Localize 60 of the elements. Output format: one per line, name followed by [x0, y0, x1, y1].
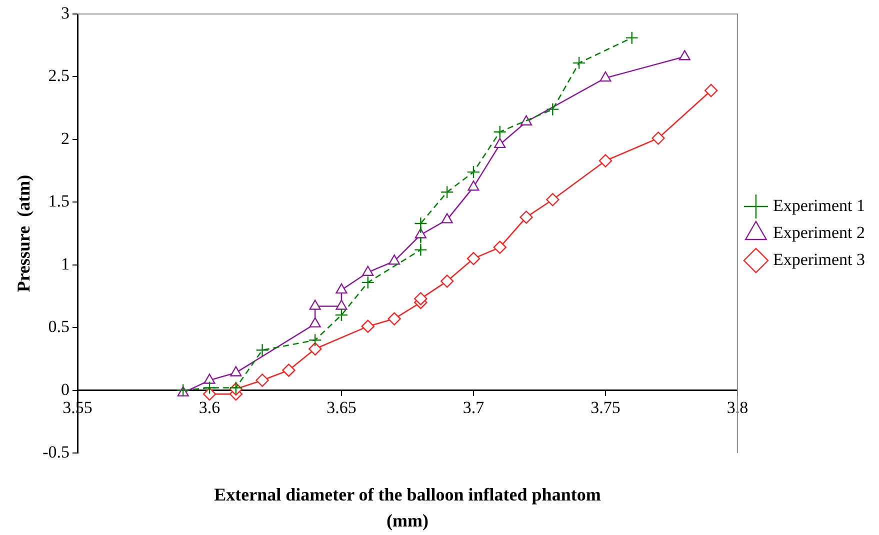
point: [204, 374, 216, 384]
point: [625, 31, 638, 44]
y-tick-label: 0.5: [48, 317, 70, 336]
point: [309, 300, 321, 310]
point: [441, 213, 453, 224]
point: [493, 240, 506, 254]
y-tick-label: 2: [61, 128, 70, 148]
point: [336, 300, 348, 310]
point: [493, 125, 506, 139]
x-tick-label: 3.8: [726, 398, 748, 417]
point: [468, 180, 480, 191]
point: [598, 154, 612, 168]
legend-label: Experiment 1: [772, 196, 866, 215]
y-tick-label: 1: [61, 254, 70, 274]
point: [414, 292, 428, 306]
y-tick-label: 3: [61, 3, 70, 22]
point: [546, 193, 560, 206]
point: [336, 283, 348, 294]
x-tick-label: 3.65: [326, 398, 356, 417]
point: [572, 56, 586, 70]
point: [256, 344, 269, 357]
point: [230, 366, 242, 376]
point: [520, 115, 532, 126]
legend-label: Experiment 2: [772, 222, 866, 242]
point: [308, 342, 322, 356]
point: [414, 216, 428, 230]
point: [202, 387, 216, 401]
point: [678, 50, 690, 60]
point: [308, 334, 322, 347]
point: [440, 274, 454, 288]
point: [414, 243, 428, 256]
legend-label: Experiment 3: [772, 250, 866, 269]
point: [256, 374, 269, 387]
point: [704, 84, 718, 98]
point: [652, 132, 665, 145]
point: [466, 252, 480, 266]
point: [466, 165, 480, 179]
x-tick-label: 3.75: [590, 398, 620, 417]
point: [440, 186, 454, 199]
point: [388, 254, 400, 265]
y-tick-label: -0.5: [42, 442, 70, 462]
x-tick-label: 3.7: [462, 398, 485, 417]
point: [520, 210, 533, 224]
point: [361, 276, 374, 290]
point: [494, 138, 506, 148]
y-tick-label: 1.5: [48, 192, 70, 211]
point: [334, 308, 348, 322]
y-tick-label: 2.5: [48, 66, 70, 86]
y-axis-title: Pressure (atm): [13, 174, 34, 292]
point: [361, 320, 374, 333]
y-tick-label: 0: [61, 380, 70, 399]
point: [309, 317, 321, 328]
point: [546, 102, 560, 116]
point: [202, 381, 216, 394]
point: [362, 266, 374, 276]
point: [388, 312, 401, 326]
x-tick-label: 3.6: [198, 398, 220, 417]
point: [600, 71, 612, 82]
x-axis-title: External diameter of the balloon inflated phantom (mm): [214, 484, 601, 531]
point: [282, 364, 296, 377]
